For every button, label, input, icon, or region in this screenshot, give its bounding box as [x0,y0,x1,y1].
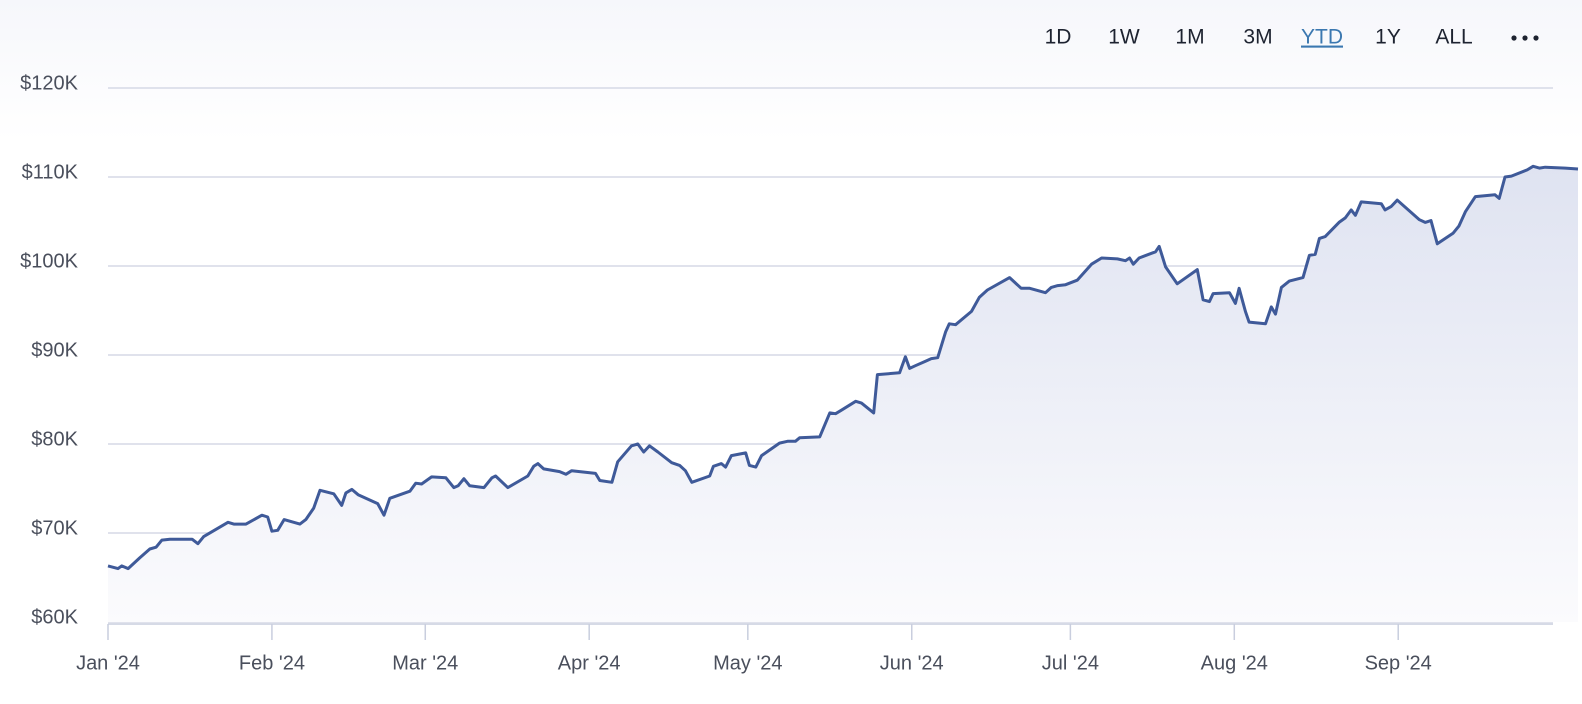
range-button[interactable]: 3M [1243,26,1272,49]
y-tick-label: $70K [31,517,78,539]
x-tick-label: Sep '24 [1365,652,1432,674]
y-tick-label: $120K [20,72,78,94]
y-tick-label: $110K [22,161,79,183]
x-tick-label: Feb '24 [239,652,305,674]
x-tick-label: Jun '24 [880,652,944,674]
x-tick-label: May '24 [713,652,782,674]
range-button[interactable]: 1M [1175,26,1204,49]
y-tick-label: $100K [20,250,78,272]
x-tick-label: Apr '24 [558,652,621,674]
area-fill [108,166,1578,623]
y-tick-label: $60K [31,606,78,628]
y-tick-label: $80K [31,428,78,450]
range-button[interactable]: YTD [1301,26,1343,49]
range-button[interactable]: ALL [1435,26,1472,49]
y-tick-label: $90K [31,339,78,361]
price-line [107,164,1579,571]
x-tick-label: Aug '24 [1201,652,1268,674]
range-button[interactable]: 1Y [1375,26,1401,49]
more-menu[interactable] [1511,35,1539,41]
x-tick-label: Jan '24 [76,652,140,674]
x-tick-label: Jul '24 [1042,652,1099,674]
x-tick-label: Mar '24 [392,652,458,674]
range-button[interactable]: 1D [1045,26,1072,49]
range-button[interactable]: 1W [1108,26,1140,49]
